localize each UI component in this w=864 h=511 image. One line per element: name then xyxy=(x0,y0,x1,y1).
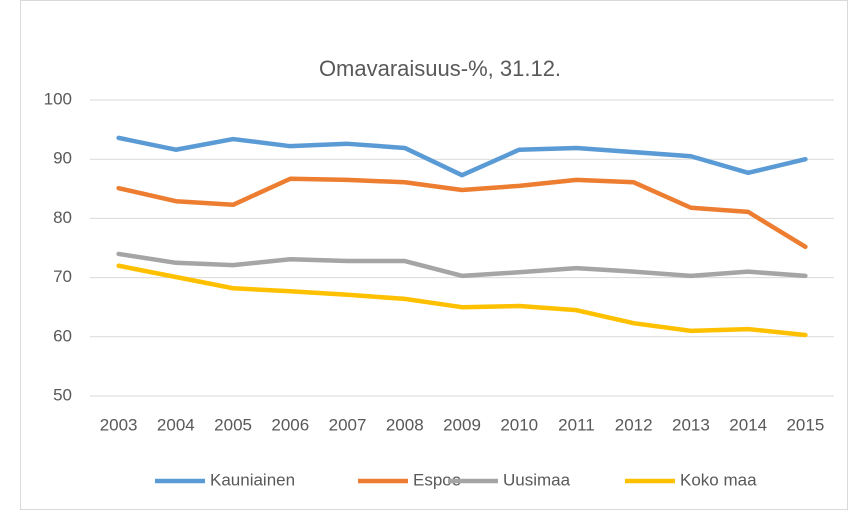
x-tick-label: 2006 xyxy=(271,415,309,434)
x-tick-label: 2011 xyxy=(558,415,595,434)
x-tick-label: 2013 xyxy=(672,415,710,434)
legend-label: Koko maa xyxy=(680,470,757,489)
x-tick-label: 2012 xyxy=(615,415,653,434)
chart-border xyxy=(20,0,848,510)
chart-title: Omavaraisuus-%, 31.12. xyxy=(319,56,561,81)
y-tick-label: 70 xyxy=(53,267,72,286)
legend-label: Uusimaa xyxy=(503,470,571,489)
x-tick-label: 2014 xyxy=(729,415,767,434)
y-tick-label: 50 xyxy=(53,385,72,404)
x-tick-label: 2004 xyxy=(157,415,195,434)
x-tick-label: 2010 xyxy=(500,415,538,434)
legend-label: Espoo xyxy=(413,470,461,489)
data-line xyxy=(116,263,808,338)
x-tick-label: 2008 xyxy=(386,415,424,434)
x-tick-label: 2009 xyxy=(443,415,481,434)
legend-label: Kauniainen xyxy=(210,470,295,489)
y-tick-label: 90 xyxy=(53,149,72,168)
x-tick-label: 2005 xyxy=(214,415,252,434)
data-line xyxy=(116,251,808,279)
x-tick-label: 2015 xyxy=(786,415,824,434)
x-tick-label: 2007 xyxy=(329,415,367,434)
y-tick-label: 100 xyxy=(44,89,72,108)
y-tick-label: 80 xyxy=(53,208,72,227)
data-line xyxy=(116,135,808,178)
x-tick-label: 2003 xyxy=(100,415,138,434)
y-tick-label: 60 xyxy=(53,326,72,345)
data-line xyxy=(116,176,808,250)
